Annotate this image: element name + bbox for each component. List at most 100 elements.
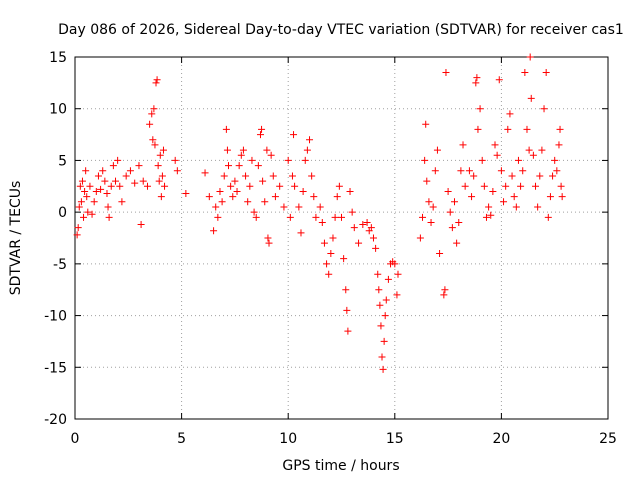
data-point <box>295 203 303 211</box>
data-point <box>114 156 122 164</box>
data-point <box>459 141 467 149</box>
data-point <box>555 141 563 149</box>
data-point <box>382 296 390 304</box>
data-point <box>225 162 233 170</box>
data-point <box>173 167 181 175</box>
data-point <box>510 193 518 201</box>
data-point <box>246 182 254 190</box>
data-point <box>340 255 348 263</box>
data-point <box>455 218 463 226</box>
data-point <box>372 244 380 252</box>
data-point <box>551 156 559 164</box>
data-point <box>472 79 480 87</box>
data-point <box>156 151 164 159</box>
data-point <box>478 156 486 164</box>
data-point <box>512 203 520 211</box>
data-point <box>540 105 548 113</box>
data-point <box>333 193 341 201</box>
data-point <box>377 322 385 330</box>
data-point <box>367 224 375 232</box>
data-point <box>159 146 167 154</box>
data-point <box>325 270 333 278</box>
y-tick-label: -15 <box>44 360 67 376</box>
data-point <box>489 187 497 195</box>
data-point <box>182 190 190 198</box>
data-point <box>131 179 139 187</box>
data-point <box>250 208 258 216</box>
data-point <box>88 210 96 218</box>
data-point <box>448 224 456 232</box>
data-point <box>335 182 343 190</box>
data-point <box>523 125 531 133</box>
data-point <box>312 213 320 221</box>
data-point <box>436 250 444 258</box>
data-point <box>223 146 231 154</box>
data-point <box>101 177 109 185</box>
data-point <box>109 162 117 170</box>
data-point <box>306 136 314 144</box>
data-point <box>323 260 331 268</box>
data-point <box>146 120 154 128</box>
data-point <box>502 182 510 190</box>
data-point <box>158 172 166 180</box>
data-point <box>457 167 465 175</box>
data-point <box>329 234 337 242</box>
data-point <box>538 146 546 154</box>
x-axis-label: GPS time / hours <box>282 458 399 474</box>
data-point <box>549 172 557 180</box>
data-point <box>288 172 296 180</box>
x-tick-label: 5 <box>177 431 186 447</box>
data-point <box>143 182 151 190</box>
data-point <box>276 182 284 190</box>
data-point <box>431 167 439 175</box>
data-point <box>205 193 213 201</box>
data-point <box>544 213 552 221</box>
data-point <box>157 193 165 201</box>
data-point <box>318 218 326 226</box>
data-point <box>338 213 345 221</box>
data-point <box>94 172 102 180</box>
data-point <box>99 167 107 175</box>
data-point <box>135 162 143 170</box>
data-point <box>425 198 433 206</box>
data-point <box>441 286 449 294</box>
data-point <box>80 213 88 221</box>
data-point <box>151 141 159 149</box>
data-point <box>235 162 243 170</box>
data-point <box>379 365 387 373</box>
data-point <box>214 213 222 221</box>
data-point <box>155 177 163 185</box>
y-tick-label: 0 <box>58 205 67 221</box>
data-point <box>331 213 339 221</box>
data-point <box>546 193 554 201</box>
data-point <box>476 105 484 113</box>
data-point <box>78 177 86 185</box>
data-point <box>92 187 100 195</box>
data-point <box>303 146 311 154</box>
x-tick-label: 15 <box>386 431 404 447</box>
data-point <box>263 146 271 154</box>
data-point <box>126 167 134 175</box>
data-point <box>380 337 388 345</box>
data-point <box>480 182 488 190</box>
data-point <box>359 221 367 229</box>
data-point <box>301 156 309 164</box>
data-point <box>201 169 209 177</box>
y-tick-label: -20 <box>44 412 67 428</box>
data-point <box>259 177 267 185</box>
x-tick-labels: 0 5 10 15 20 25 <box>71 431 617 447</box>
data-point <box>444 187 452 195</box>
data-point <box>429 203 437 211</box>
data-point <box>497 167 505 175</box>
data-point <box>327 250 335 258</box>
data-point <box>116 182 124 190</box>
data-point <box>556 125 564 133</box>
data-point <box>291 182 299 190</box>
data-point <box>344 327 352 335</box>
data-point <box>421 156 429 164</box>
data-point <box>83 193 91 201</box>
data-point <box>171 156 179 164</box>
data-point <box>271 193 279 201</box>
data-point <box>416 234 424 242</box>
data-point <box>453 239 461 247</box>
